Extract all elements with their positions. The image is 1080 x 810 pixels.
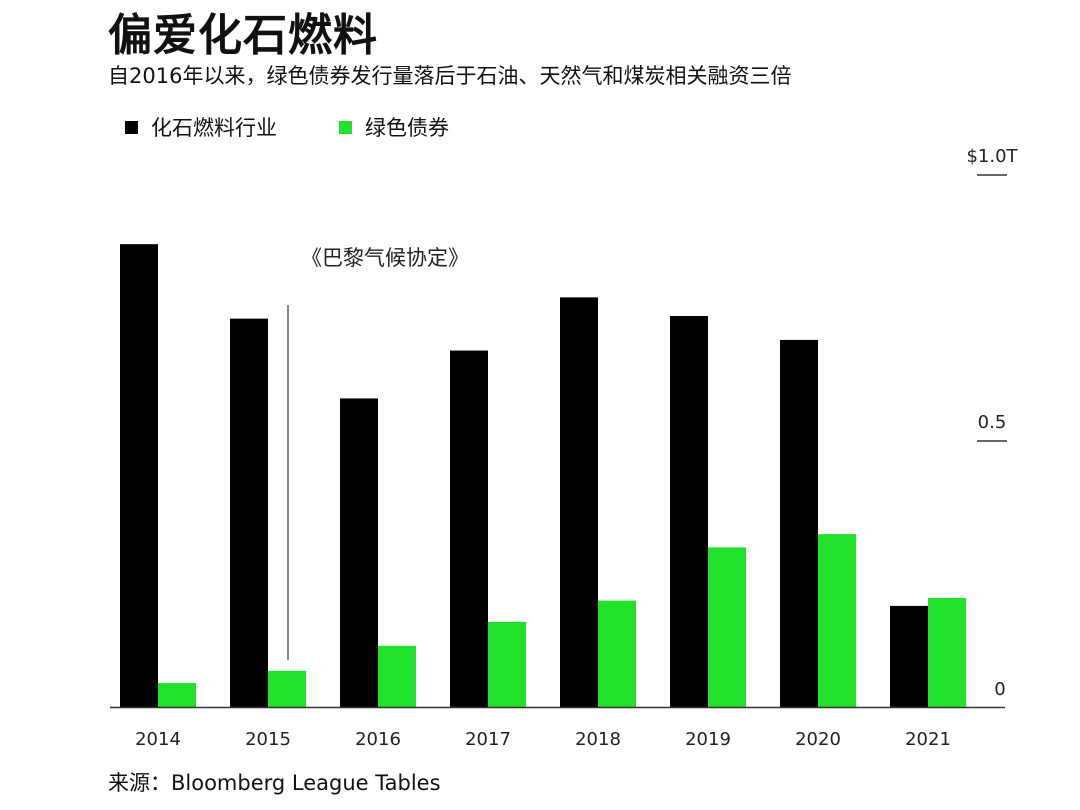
legend-swatch-green — [339, 120, 352, 134]
chart-title: 偏爱化石燃料 — [108, 10, 378, 61]
legend-label-fossil: 化石燃料行业 — [151, 116, 277, 140]
bar-fossil-2021 — [890, 605, 928, 707]
source-note: 来源：Bloomberg League Tables — [108, 771, 441, 795]
legend-label-green: 绿色债券 — [365, 116, 449, 140]
x-tick-label-2015: 2015 — [245, 729, 291, 750]
legend: 化石燃料行业 绿色债券 — [125, 112, 511, 142]
x-tick-label-2020: 2020 — [795, 729, 841, 750]
bar-fossil-2015 — [230, 318, 268, 707]
legend-item-green: 绿色债券 — [339, 112, 449, 142]
y-tick-label-0: $1.0T — [966, 146, 1018, 167]
legend-item-fossil: 化石燃料行业 — [125, 112, 277, 142]
bar-green-2014 — [158, 683, 196, 707]
annotation-label: 《巴黎气候协定》 — [301, 246, 469, 270]
x-tick-label-2021: 2021 — [905, 729, 951, 750]
bar-fossil-2016 — [340, 398, 378, 707]
x-tick-label-2016: 2016 — [355, 729, 401, 750]
bar-green-2020 — [818, 534, 856, 707]
bar-green-2019 — [708, 547, 746, 707]
bar-fossil-2014 — [120, 244, 158, 707]
bar-green-2018 — [598, 600, 636, 707]
x-tick-label-2018: 2018 — [575, 729, 621, 750]
x-tick-label-2017: 2017 — [465, 729, 511, 750]
bar-green-2015 — [268, 670, 306, 707]
chart-subtitle: 自2016年以来，绿色债券发行量落后于石油、天然气和煤炭相关融资三倍 — [108, 64, 792, 88]
legend-swatch-fossil — [125, 120, 138, 134]
bar-fossil-2018 — [560, 297, 598, 707]
bar-fossil-2017 — [450, 350, 488, 707]
bar-fossil-2020 — [780, 339, 818, 707]
bar-green-2021 — [928, 597, 966, 707]
y-tick-label-1: 0.5 — [978, 412, 1007, 433]
x-tick-label-2014: 2014 — [135, 729, 181, 750]
bar-green-2016 — [378, 645, 416, 707]
bar-fossil-2019 — [670, 315, 708, 707]
x-tick-label-2019: 2019 — [685, 729, 731, 750]
y-tick-label-2: 0 — [994, 679, 1005, 700]
bar-green-2017 — [488, 621, 526, 707]
